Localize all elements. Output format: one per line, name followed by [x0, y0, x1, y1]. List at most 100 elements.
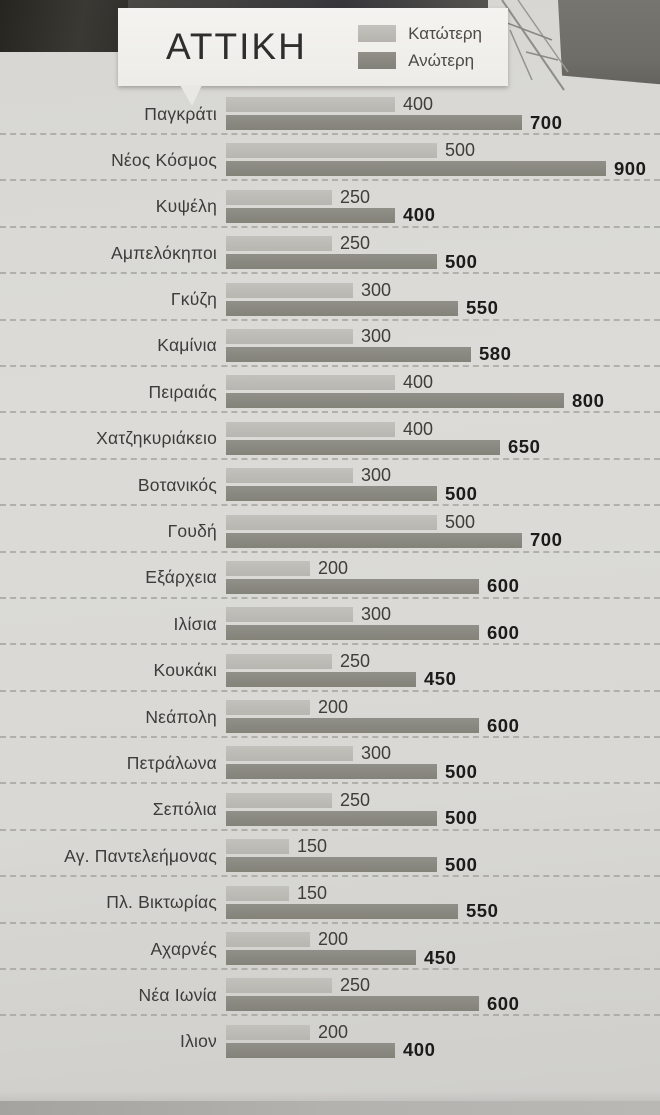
lower-price-bar [226, 282, 353, 298]
row-separator-dashed-line [0, 411, 660, 414]
upper-price-bar [226, 996, 479, 1012]
upper-price-value: 500 [445, 853, 478, 875]
lower-price-bar [226, 839, 289, 855]
legend-label-lower: Κατώτερη [408, 23, 482, 43]
row-bars: 200 600 [226, 557, 660, 605]
upper-price-value: 550 [466, 297, 499, 319]
upper-price-bar [226, 625, 479, 641]
category-label: Γκύζη [170, 289, 217, 310]
row-bars: 250 500 [226, 789, 660, 837]
upper-price-bar [226, 439, 500, 455]
lower-price-value: 300 [361, 465, 392, 486]
row-separator-dashed-line [0, 596, 660, 599]
upper-price-value: 500 [445, 760, 478, 782]
row-separator-dashed-line [0, 457, 660, 460]
row-separator-dashed-line [0, 364, 660, 367]
row-separator-dashed-line [0, 736, 660, 739]
upper-price-value: 600 [487, 714, 520, 736]
lower-price-bar [226, 746, 353, 762]
row-bars: 300 550 [226, 279, 660, 327]
upper-price-value: 600 [487, 992, 520, 1014]
category-label: Αμπελόκηποι [111, 242, 217, 263]
lower-price-value: 250 [340, 650, 371, 671]
category-label: Πλ. Βικτωρίας [106, 892, 217, 913]
lower-price-value: 250 [340, 789, 371, 810]
row-separator-dashed-line [0, 782, 660, 785]
lower-price-bar [226, 885, 289, 901]
lower-price-value: 300 [361, 604, 392, 625]
lower-price-bar [226, 421, 395, 437]
upper-price-value: 580 [479, 343, 512, 365]
category-label: Παγκράτι [144, 103, 217, 124]
row-separator-dashed-line [0, 225, 660, 228]
upper-price-value: 700 [530, 111, 563, 133]
row-separator-dashed-line [0, 1014, 660, 1017]
row-separator-dashed-line [0, 875, 660, 878]
category-label: Πειραιάς [148, 381, 217, 402]
row-bars: 400 700 [226, 94, 660, 141]
row-bars: 500 900 [226, 140, 660, 187]
lower-price-bar [226, 143, 437, 159]
category-label: Γουδή [167, 521, 217, 542]
row-separator-dashed-line [0, 828, 660, 831]
upper-price-value: 700 [530, 529, 563, 551]
category-label: Νεάπολη [145, 706, 217, 727]
upper-price-value: 900 [614, 157, 647, 179]
upper-price-bar [226, 346, 471, 362]
upper-price-bar [226, 764, 437, 780]
bar-chart: Παγκράτι 400 700 Νέος Κόσμος 500 900 [0, 94, 660, 1069]
upper-price-bar [226, 486, 437, 502]
chart-row: Σεπόλια 250 500 [0, 789, 660, 837]
row-separator-dashed-line [0, 133, 660, 135]
upper-price-value: 500 [445, 250, 478, 272]
chart-row: Νέα Ιωνία 250 600 [0, 975, 660, 1022]
upper-price-value: 400 [403, 1039, 436, 1061]
chart-row: Χατζηκυριάκειο 400 650 [0, 418, 660, 466]
upper-price-bar [226, 950, 416, 966]
lower-price-bar [226, 328, 353, 344]
upper-price-value: 550 [466, 900, 499, 922]
chart-row: Παγκράτι 400 700 [0, 94, 660, 141]
lower-price-bar [226, 560, 310, 576]
upper-price-value: 650 [508, 436, 541, 458]
lower-price-value: 150 [297, 836, 328, 857]
lower-price-bar [226, 653, 332, 669]
chart-header-card: ΑΤΤΙΚΗ Κατώτερη Ανώτερη [118, 8, 508, 106]
lower-price-value: 200 [318, 557, 349, 578]
chart-row: Ιλίσια 300 600 [0, 604, 660, 651]
upper-price-bar [226, 718, 479, 734]
chart-row: Εξάρχεια 200 600 [0, 557, 660, 605]
row-bars: 500 700 [226, 512, 660, 559]
category-label: Αχαρνές [150, 938, 217, 959]
upper-price-bar [226, 393, 564, 409]
row-bars: 250 600 [226, 975, 660, 1022]
category-label: Ιλιον [180, 1031, 217, 1052]
lower-price-bar [226, 792, 332, 808]
upper-price-bar [226, 254, 437, 270]
lower-price-bar [226, 978, 332, 994]
chart-row: Γουδή 500 700 [0, 512, 660, 559]
upper-price-value: 450 [424, 946, 457, 968]
category-label: Κυψέλη [155, 196, 217, 217]
lower-price-value: 200 [318, 1021, 349, 1042]
lower-price-value: 200 [318, 929, 349, 950]
lower-price-value: 250 [340, 975, 371, 996]
row-separator-dashed-line [0, 921, 660, 924]
lower-price-value: 250 [340, 186, 371, 207]
chart-title: ΑΤΤΙΚΗ [166, 26, 307, 67]
lower-price-value: 300 [361, 279, 392, 300]
lower-price-bar [226, 97, 395, 112]
chart-row: Ιλιον 200 400 [0, 1021, 660, 1069]
lower-price-value: 250 [340, 233, 371, 254]
upper-price-bar [226, 810, 437, 826]
lower-price-value: 200 [318, 697, 349, 718]
chart-row: Βοτανικός 300 500 [0, 465, 660, 512]
chart-row: Γκύζη 300 550 [0, 279, 660, 327]
legend-item-lower: Κατώτερη [358, 24, 482, 44]
upper-price-value: 600 [487, 621, 520, 643]
row-separator-dashed-line [0, 179, 660, 182]
lower-price-value: 400 [403, 418, 434, 439]
row-bars: 150 500 [226, 836, 660, 883]
category-label: Κουκάκι [153, 660, 217, 681]
row-bars: 200 450 [226, 929, 660, 976]
